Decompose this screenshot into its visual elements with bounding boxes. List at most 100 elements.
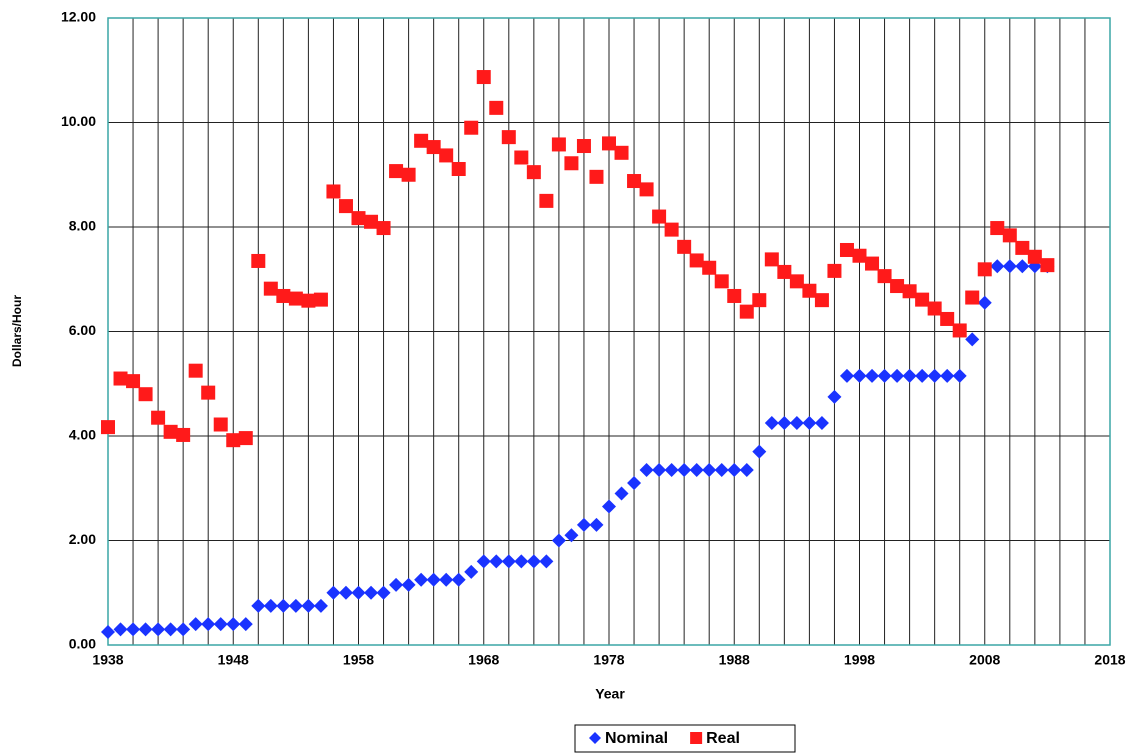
point <box>201 617 216 632</box>
point <box>138 387 153 402</box>
x-tick-label: 2008 <box>969 652 1000 668</box>
point <box>101 420 115 435</box>
point <box>589 517 604 532</box>
y-tick-label: 2.00 <box>69 531 96 547</box>
point <box>251 253 266 268</box>
point <box>551 533 566 548</box>
point <box>827 389 842 404</box>
point <box>576 139 591 154</box>
point <box>464 120 479 135</box>
point <box>839 368 854 383</box>
point <box>188 617 203 632</box>
point <box>313 292 328 307</box>
point <box>777 264 792 279</box>
point <box>288 291 303 306</box>
legend-label: Nominal <box>605 730 668 747</box>
point <box>664 222 679 237</box>
point <box>927 301 942 316</box>
plot-frame <box>107 17 1111 646</box>
point <box>814 293 829 308</box>
point <box>176 622 191 637</box>
x-axis-label: Year <box>595 686 625 702</box>
point <box>890 279 905 294</box>
legend-item: Real <box>690 730 740 747</box>
point <box>163 622 178 637</box>
point <box>414 133 429 148</box>
point <box>789 415 804 430</box>
point <box>539 554 554 569</box>
point <box>476 70 491 85</box>
x-tick-label: 2018 <box>1094 652 1125 668</box>
point <box>965 290 980 305</box>
point <box>389 164 404 179</box>
point <box>589 169 604 184</box>
point <box>238 431 253 446</box>
point <box>301 598 316 613</box>
point <box>752 293 767 308</box>
point <box>526 554 541 569</box>
point <box>564 528 579 543</box>
point <box>476 554 491 569</box>
y-tick-label: 0.00 <box>69 636 96 652</box>
point <box>764 415 779 430</box>
point <box>915 292 930 307</box>
point <box>451 572 466 587</box>
point <box>364 214 379 229</box>
point <box>702 260 717 275</box>
point <box>915 368 930 383</box>
point <box>564 156 579 171</box>
point <box>326 585 341 600</box>
point <box>839 242 854 257</box>
x-tick-label: 1978 <box>593 652 624 668</box>
point <box>426 140 441 155</box>
point <box>865 368 880 383</box>
point <box>764 252 779 267</box>
point <box>276 598 291 613</box>
point <box>1027 249 1042 264</box>
point <box>226 617 241 632</box>
point <box>313 598 328 613</box>
point <box>677 239 692 254</box>
point <box>414 572 429 587</box>
point <box>852 368 867 383</box>
point <box>464 564 479 579</box>
point <box>627 476 642 491</box>
point <box>213 417 228 432</box>
point <box>451 162 466 177</box>
point <box>376 585 391 600</box>
point <box>639 182 654 197</box>
point <box>364 585 379 600</box>
point <box>401 577 416 592</box>
point <box>977 262 992 277</box>
point <box>965 332 980 347</box>
point <box>426 572 441 587</box>
point <box>151 622 166 637</box>
point <box>865 256 880 271</box>
point <box>1040 258 1055 273</box>
point <box>1002 259 1017 274</box>
point <box>789 274 804 289</box>
point <box>890 368 905 383</box>
point <box>489 100 504 115</box>
point <box>226 433 241 448</box>
point <box>952 323 967 338</box>
point <box>827 263 842 278</box>
point <box>439 148 454 163</box>
y-tick-label: 12.00 <box>61 9 96 25</box>
point <box>814 415 829 430</box>
point <box>338 199 353 214</box>
y-tick-label: 10.00 <box>61 113 96 129</box>
point <box>727 288 742 303</box>
point <box>639 462 654 477</box>
legend-marker <box>690 732 703 744</box>
point <box>351 211 366 226</box>
point <box>689 462 704 477</box>
point <box>877 269 892 284</box>
point <box>263 598 278 613</box>
point <box>627 174 642 189</box>
point <box>126 374 141 389</box>
point <box>301 293 316 308</box>
x-tick-label: 1958 <box>343 652 374 668</box>
point <box>113 622 128 637</box>
